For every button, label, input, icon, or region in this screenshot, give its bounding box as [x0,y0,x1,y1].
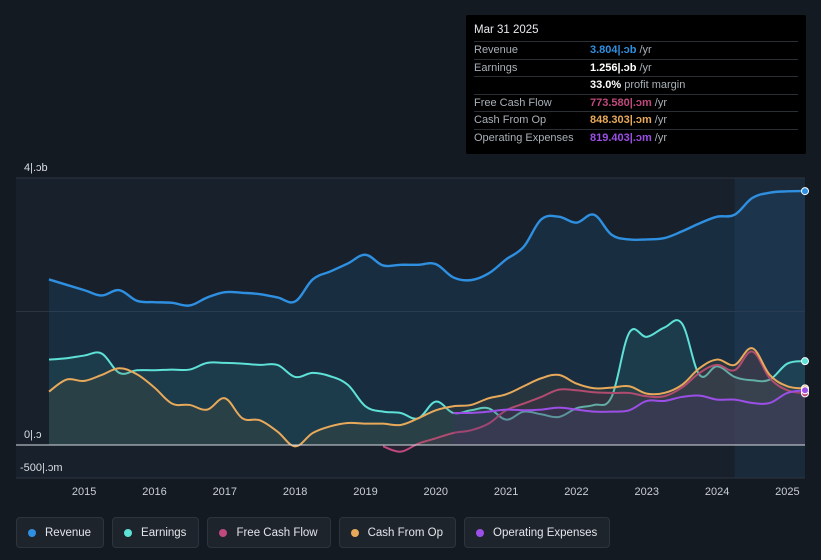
operating-expenses-line[interactable] [453,389,806,415]
legend-dot-icon [28,528,36,537]
tooltip-row-unit: profit margin [624,79,686,91]
tooltip-row-unit: /yr [639,44,652,56]
cash-from-op-area [49,348,805,447]
tooltip-row: Operating Expenses 819.403|.ɔm/yr [474,128,798,147]
plot-area [16,178,805,478]
tooltip-row-value: 1.256|.ɔb [590,61,637,74]
highlight-band [734,178,805,478]
x-tick-label: 2020 [424,486,448,498]
legend-label: Revenue [45,526,92,539]
tooltip-row: Revenue 3.804|.ɔb/yr [474,41,798,59]
tooltip-row-value: 3.804|.ɔb [590,44,637,56]
operating-expenses-area [453,390,805,445]
legend-label: Free Cash Flow [236,526,318,539]
y-tick-label: 0|.ɔ [24,429,42,441]
x-tick-label: 2024 [705,486,729,498]
earnings-end-marker[interactable] [801,357,809,366]
legend-item-cash-from-op[interactable]: Cash From Op [338,517,457,548]
tooltip-row-unit: /yr [639,61,652,74]
legend-label: Cash From Op [367,526,444,539]
x-tick-label: 2021 [494,486,518,498]
legend-item-revenue[interactable]: Revenue [16,517,105,548]
tooltip-row-value: 848.303|.ɔm [590,114,652,126]
legend-dot-icon [219,528,228,537]
tooltip-row-value: 773.580|.ɔm [590,96,652,109]
legend-item-operating-expenses[interactable]: Operating Expenses [464,517,611,548]
series-group [48,189,806,453]
tooltip-row: Earnings 1.256|.ɔb/yr [474,58,798,77]
tooltip-row: Free Cash Flow 773.580|.ɔm/yr [474,93,798,112]
tooltip-row-label: Cash From Op [474,114,547,126]
x-tick-label: 2022 [564,486,588,498]
legend-label: Earnings [141,526,187,539]
x-tick-label: 2023 [635,486,659,498]
cash-from-op-line[interactable] [48,347,806,448]
x-tick-label: 2017 [213,486,237,498]
tooltip-row: 33.0% profit margin [474,76,798,94]
tooltip-row-label: Revenue [474,44,519,56]
operating-expenses-end-marker[interactable] [801,386,809,395]
x-tick-label: 2015 [72,486,96,498]
tooltip-row-unit: /yr [654,96,668,109]
y-tick-label: 4|.ɔb [24,162,48,174]
legend: Revenue Earnings Free Cash Flow Cash From O… [16,517,611,548]
tooltip-row-unit: /yr [654,114,668,126]
legend-dot-icon [350,528,359,537]
legend-label: Operating Expenses [493,526,598,539]
tooltip-rows: Revenue 3.804|.ɔb/yr Earnings 1.256|.ɔb/yr 3… [474,41,798,146]
tooltip-row-value: 33.0% [590,79,622,91]
tooltip-row-label: Free Cash Flow [474,96,552,109]
tooltip-row-label [474,77,590,94]
y-tick-label: -500|.ɔm [20,462,63,474]
tooltip-row-label: Earnings [474,61,518,74]
tooltip-row-unit: /yr [654,131,668,144]
tooltip-date: Mar 31 2025 [474,24,539,36]
tooltip-row-value: 819.403|.ɔm [590,131,652,144]
legend-item-earnings[interactable]: Earnings [112,517,200,548]
revenue-end-marker[interactable] [801,187,809,196]
tooltip-panel: Mar 31 2025 Revenue 3.804|.ɔb/yr Earnings 1… [466,15,806,154]
free-cash-flow-line[interactable] [382,350,806,453]
tooltip-row-label: Operating Expenses [474,131,574,144]
legend-dot-icon [476,528,485,537]
x-tick-label: 2018 [283,486,307,498]
free-cash-flow-area [383,351,805,452]
legend-dot-icon [124,528,133,537]
x-tick-label: 2019 [353,486,377,498]
revenue-line[interactable] [48,189,806,307]
legend-item-free-cash-flow[interactable]: Free Cash Flow [207,517,331,548]
x-tick-label: 2016 [142,486,166,498]
tooltip-row: Cash From Op 848.303|.ɔm/yr [474,111,798,129]
x-tick-label: 2025 [775,486,799,498]
earnings-line[interactable] [48,319,806,421]
